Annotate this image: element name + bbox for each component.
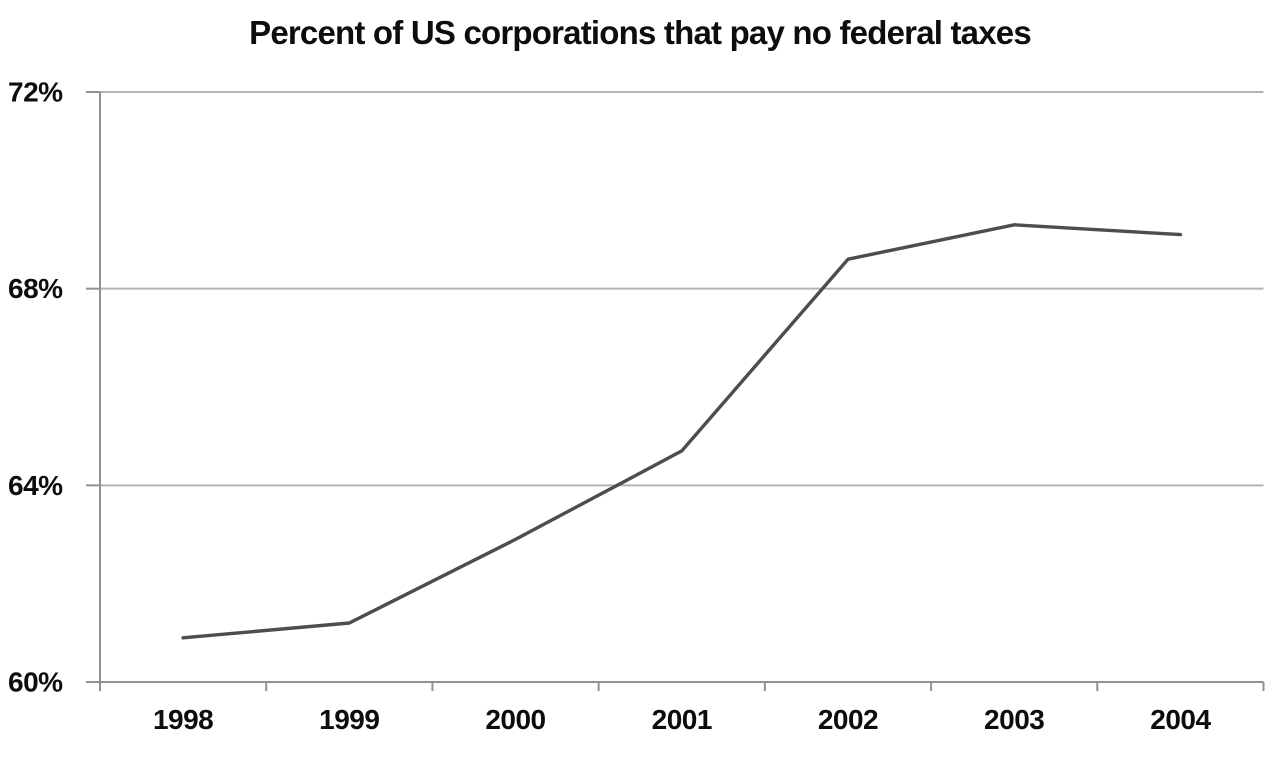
- x-axis-tick-label: 2004: [1150, 704, 1211, 735]
- x-axis-tick-label: 2003: [984, 704, 1044, 735]
- x-axis-tick-label: 2002: [818, 704, 878, 735]
- x-axis-tick-label: 1998: [153, 704, 213, 735]
- y-axis-tick-label: 60%: [8, 667, 63, 698]
- y-axis-tick-label: 72%: [8, 77, 63, 108]
- x-axis-tick-label: 1999: [319, 704, 379, 735]
- x-axis-tick-label: 2000: [485, 704, 545, 735]
- grid-layer: [86, 91, 1265, 691]
- data-line: [181, 223, 1183, 640]
- x-axis-tick-label: 2001: [652, 704, 712, 735]
- series-layer: [181, 223, 1183, 640]
- y-axis-tick-label: 64%: [8, 470, 63, 501]
- y-axis-tick-label: 68%: [8, 273, 63, 304]
- chart-title: Percent of US corporations that pay no f…: [249, 14, 1032, 51]
